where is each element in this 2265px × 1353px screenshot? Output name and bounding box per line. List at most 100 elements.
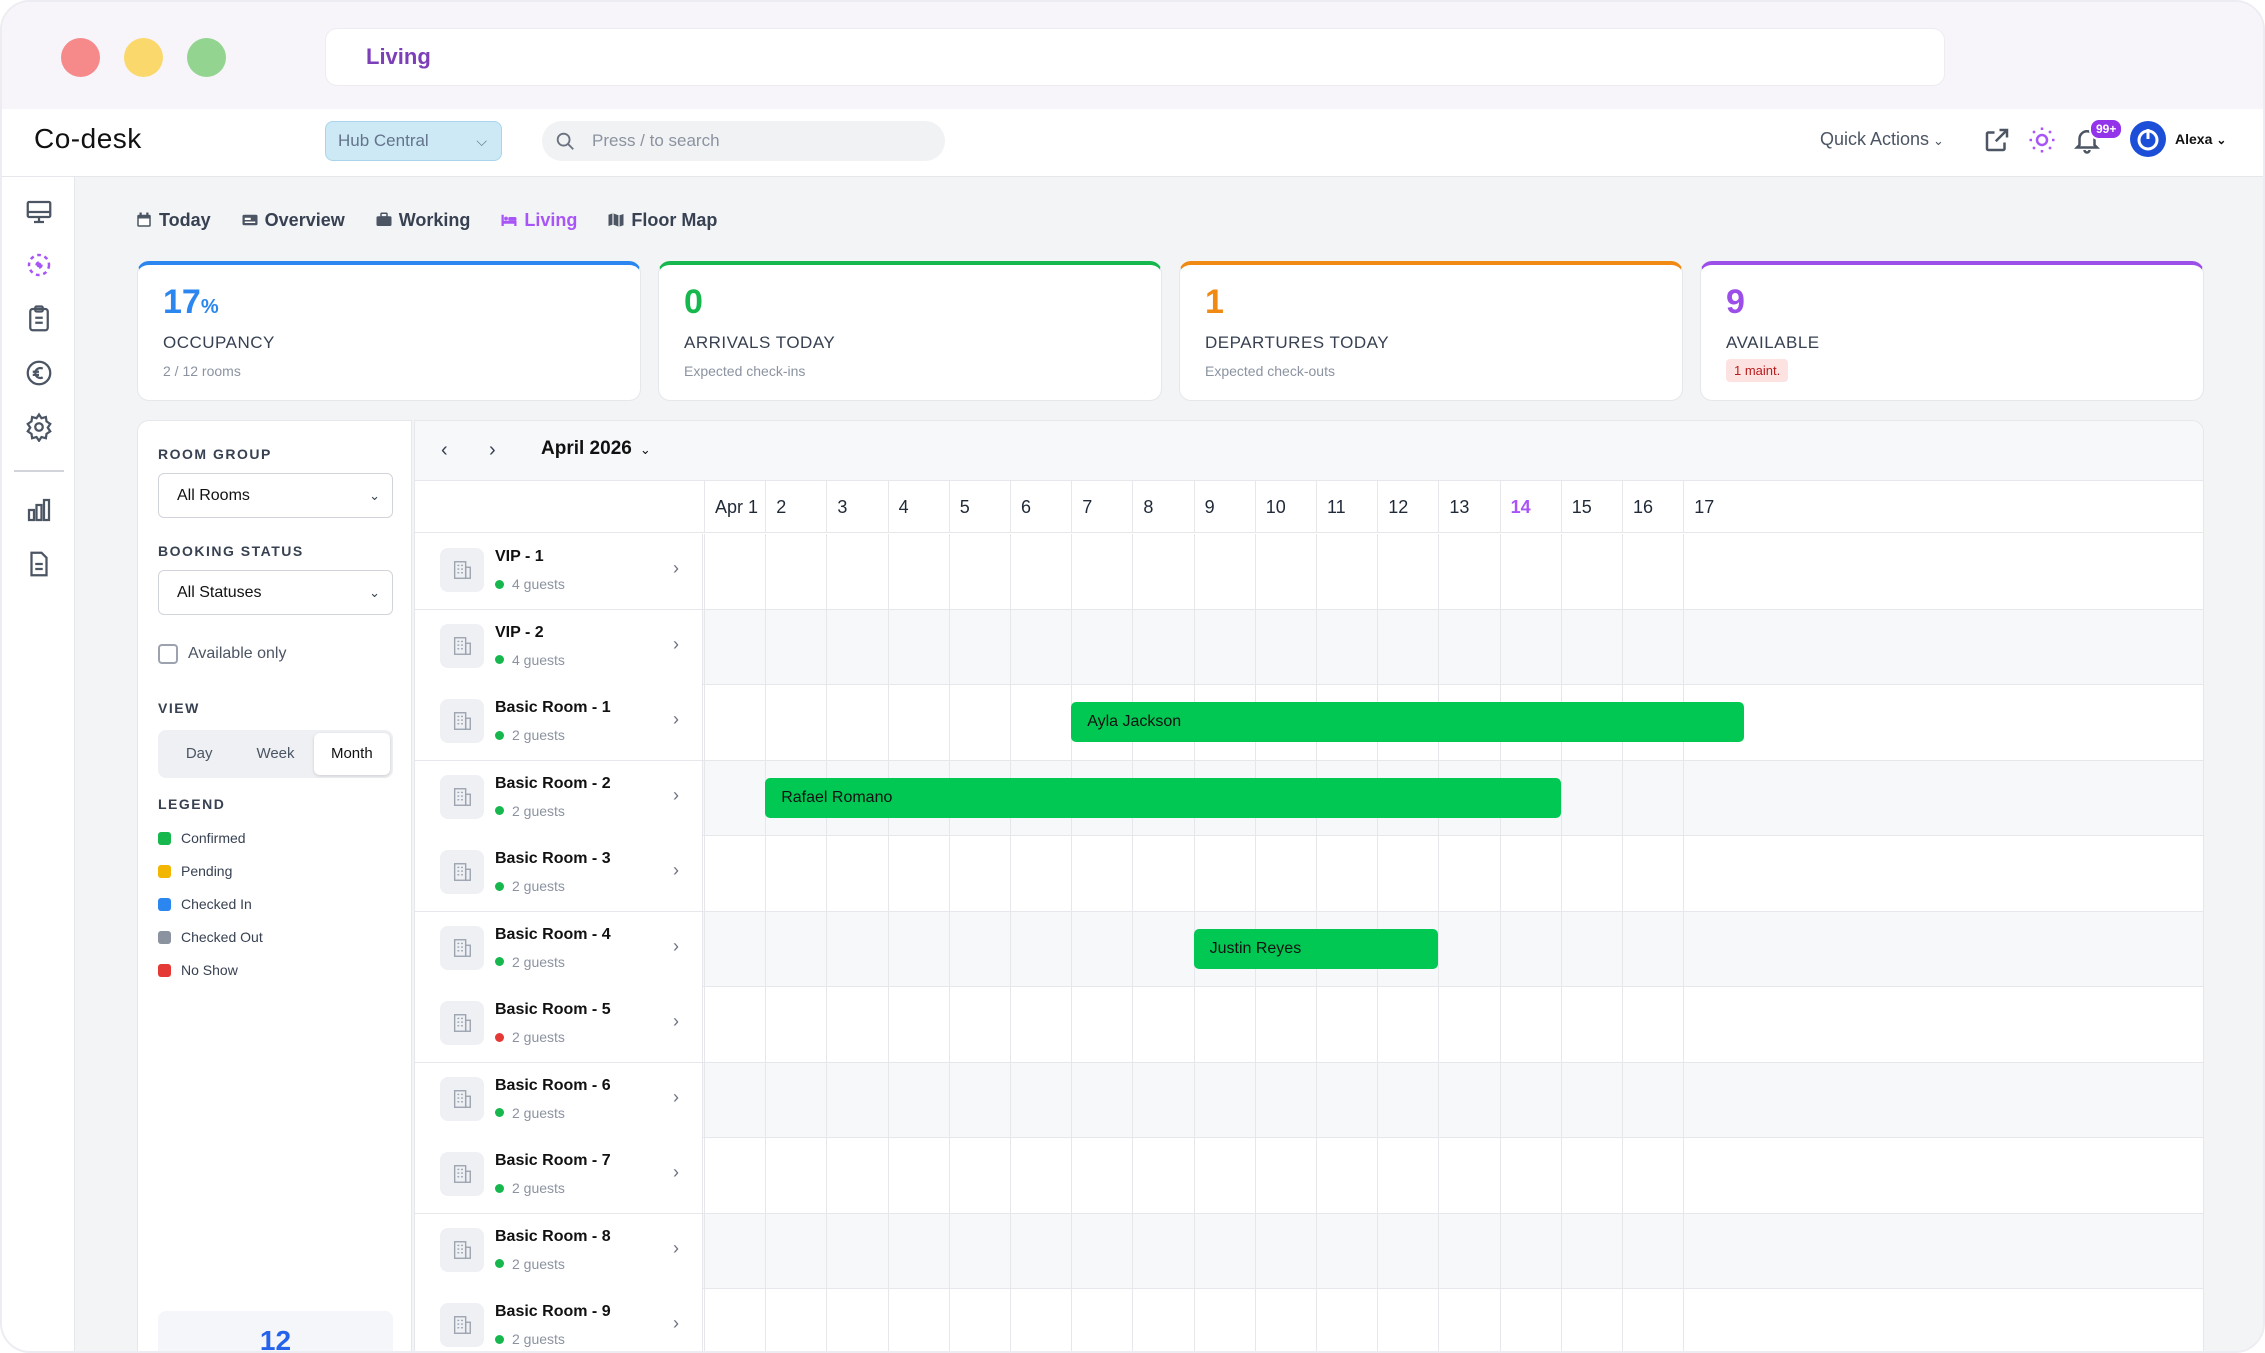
calendar-cell[interactable]: [887, 911, 949, 987]
calendar-cell[interactable]: [826, 1138, 887, 1213]
calendar-cell[interactable]: [948, 987, 1010, 1062]
calendar-cell[interactable]: [1377, 1289, 1438, 1351]
calendar-cell[interactable]: [826, 836, 887, 911]
calendar-cell[interactable]: [826, 911, 887, 987]
calendar-cell[interactable]: [826, 685, 887, 760]
calendar-cell[interactable]: [1132, 1213, 1193, 1289]
calendar-cell[interactable]: [1254, 609, 1316, 685]
calendar-cell[interactable]: [1254, 534, 1316, 609]
calendar-cell[interactable]: [826, 1062, 887, 1138]
calendar-cell[interactable]: [1499, 836, 1561, 911]
calendar-cell[interactable]: [704, 1138, 765, 1213]
calendar-cell[interactable]: [1132, 1289, 1193, 1351]
address-bar[interactable]: Living: [325, 28, 1945, 86]
calendar-cell[interactable]: [1316, 1138, 1377, 1213]
calendar-cell[interactable]: [887, 1062, 949, 1138]
calendar-cell[interactable]: [1071, 987, 1132, 1062]
calendar-cell[interactable]: [948, 911, 1010, 987]
calendar-cell[interactable]: [1010, 1213, 1071, 1289]
room-info[interactable]: Basic Room - 8 2 guests ›: [415, 1213, 703, 1289]
calendar-cell[interactable]: [1132, 987, 1193, 1062]
calendar-cell[interactable]: [1193, 534, 1255, 609]
calendar-cell[interactable]: [765, 911, 826, 987]
calendar-cell[interactable]: [1683, 760, 1744, 836]
calendar-cell[interactable]: [704, 987, 765, 1062]
calendar-cell[interactable]: [1193, 987, 1255, 1062]
external-link-icon[interactable]: [1982, 125, 2012, 155]
calendar-cell[interactable]: [1499, 1213, 1561, 1289]
month-picker[interactable]: April 2026 ⌄: [541, 438, 651, 460]
calendar-cell[interactable]: [1560, 534, 1622, 609]
calendar-cell[interactable]: [704, 1062, 765, 1138]
calendar-cell[interactable]: [704, 1213, 765, 1289]
room-info[interactable]: Basic Room - 5 2 guests ›: [415, 987, 703, 1062]
tab-working[interactable]: Working: [375, 205, 470, 235]
chevron-right-icon[interactable]: ›: [673, 1313, 679, 1333]
app-logo[interactable]: Co-desk: [34, 123, 142, 154]
user-menu[interactable]: Alexa ⌄: [2175, 131, 2226, 147]
calendar-cell[interactable]: [704, 911, 765, 987]
calendar-cell[interactable]: [826, 987, 887, 1062]
calendar-cell[interactable]: [1683, 1289, 1744, 1351]
calendar-cell[interactable]: [765, 1213, 826, 1289]
calendar-cell[interactable]: [1254, 1138, 1316, 1213]
calendar-cell[interactable]: [1438, 534, 1499, 609]
chevron-right-icon[interactable]: ›: [673, 784, 679, 805]
calendar-cell[interactable]: [1254, 1062, 1316, 1138]
calendar-cell[interactable]: [948, 1138, 1010, 1213]
calendar-cell[interactable]: [948, 609, 1010, 685]
room-info[interactable]: Basic Room - 2 2 guests ›: [415, 760, 703, 836]
calendar-cell[interactable]: [1132, 1138, 1193, 1213]
room-group-select[interactable]: All Rooms ⌄: [158, 473, 393, 518]
view-day-button[interactable]: Day: [185, 745, 213, 762]
calendar-cell[interactable]: [1622, 1213, 1683, 1289]
calendar-cell[interactable]: [1560, 911, 1622, 987]
euro-icon[interactable]: [24, 358, 54, 388]
room-info[interactable]: VIP - 1 4 guests ›: [415, 534, 703, 609]
available-only-checkbox[interactable]: [158, 644, 178, 664]
calendar-cell[interactable]: [1010, 836, 1071, 911]
minimize-window-button[interactable]: [124, 38, 163, 77]
calendar-cell[interactable]: [1560, 609, 1622, 685]
calendar-cell[interactable]: [1071, 911, 1132, 987]
calendar-cell[interactable]: [1622, 609, 1683, 685]
calendar-cell[interactable]: [1499, 534, 1561, 609]
view-week-button[interactable]: Week: [256, 745, 295, 762]
calendar-cell[interactable]: [1071, 1213, 1132, 1289]
tab-floor-map[interactable]: Floor Map: [607, 205, 717, 235]
spinner-icon[interactable]: [24, 250, 54, 280]
calendar-cell[interactable]: [1377, 609, 1438, 685]
calendar-cell[interactable]: [765, 534, 826, 609]
calendar-cell[interactable]: [1071, 836, 1132, 911]
calendar-cell[interactable]: [1438, 911, 1499, 987]
calendar-cell[interactable]: [1622, 987, 1683, 1062]
available-only-toggle[interactable]: Available only: [158, 644, 286, 664]
calendar-cell[interactable]: [1683, 987, 1744, 1062]
calendar-cell[interactable]: [1071, 609, 1132, 685]
calendar-cell[interactable]: [1132, 1062, 1193, 1138]
tab-overview[interactable]: Overview: [241, 205, 345, 235]
calendar-cell[interactable]: [948, 1289, 1010, 1351]
view-month-button[interactable]: Month: [313, 733, 390, 775]
calendar-cell[interactable]: [1377, 534, 1438, 609]
room-info[interactable]: Basic Room - 6 2 guests ›: [415, 1062, 703, 1138]
calendar-cell[interactable]: [1010, 685, 1071, 760]
calendar-cell[interactable]: [1438, 1289, 1499, 1351]
calendar-cell[interactable]: [1683, 534, 1744, 609]
calendar-cell[interactable]: [1316, 1213, 1377, 1289]
calendar-cell[interactable]: [1683, 1062, 1744, 1138]
calendar-cell[interactable]: [1193, 1062, 1255, 1138]
calendar-cell[interactable]: [948, 836, 1010, 911]
calendar-cell[interactable]: [704, 1289, 765, 1351]
calendar-cell[interactable]: [1071, 1062, 1132, 1138]
calendar-cell[interactable]: [765, 836, 826, 911]
calendar-cell[interactable]: [1499, 987, 1561, 1062]
calendar-cell[interactable]: [1683, 836, 1744, 911]
calendar-cell[interactable]: [1010, 1289, 1071, 1351]
calendar-cell[interactable]: [948, 534, 1010, 609]
calendar-cell[interactable]: [826, 534, 887, 609]
calendar-cell[interactable]: [887, 987, 949, 1062]
calendar-cell[interactable]: [1560, 1062, 1622, 1138]
calendar-cell[interactable]: [1254, 836, 1316, 911]
calendar-cell[interactable]: [887, 534, 949, 609]
